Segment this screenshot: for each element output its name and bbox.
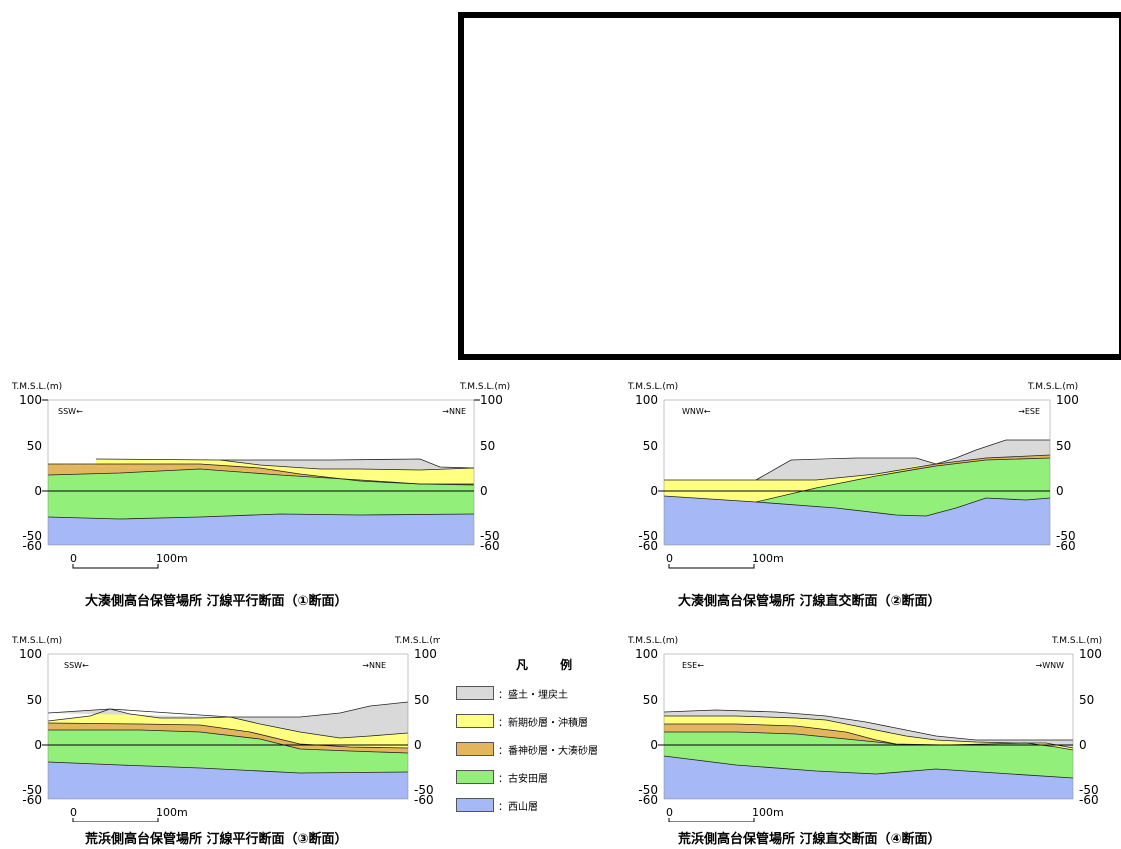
tick-50-left: 50	[643, 439, 658, 453]
tick-minus50-right: -50	[1079, 783, 1099, 797]
tick-0-left: 0	[34, 738, 42, 752]
tick-0-left: 0	[34, 484, 42, 498]
direction-right: →NNE	[442, 407, 466, 416]
section-4-caption: 荒浜側高台保管場所 汀線直交断面（④断面）	[678, 832, 941, 847]
legend-label: ：新期砂層・沖積層	[498, 717, 588, 729]
legend-item: ：番神砂層・大湊砂層	[456, 740, 598, 758]
legend-swatch-bansin	[456, 742, 494, 756]
section-3-panel: T.M.S.L.(m) T.M.S.L.(m) 100 50 0 -50 -60…	[0, 632, 445, 849]
tick-50-right: 50	[480, 439, 495, 453]
legend-title: 凡 例	[516, 658, 587, 672]
blank-image-box	[458, 12, 1121, 360]
tick-minus60-right: -60	[1056, 539, 1076, 553]
section-1-caption: 大湊側高台保管場所 汀線平行断面（①断面）	[85, 594, 348, 609]
right-unit-label: T.M.S.L.(m)	[1027, 382, 1078, 392]
tick-100-left: 100	[635, 393, 658, 407]
tick-0-left: 0	[650, 484, 658, 498]
legend: 凡 例 ：盛土・埋戻土 ：新期砂層・沖積層 ：番神砂層・大湊砂層 ：古安田層 ：…	[456, 656, 616, 826]
tick-0-left: 0	[650, 738, 658, 752]
scale-label: 100m	[752, 806, 784, 819]
direction-right: →NNE	[362, 661, 386, 670]
tick-100-left: 100	[635, 647, 658, 661]
section-1-diagram: T.M.S.L.(m) T.M.S.L.(m) 100 50 0 -50 -60…	[11, 382, 510, 569]
tick-100-left: 100	[19, 647, 42, 661]
right-unit-label: T.M.S.L.(m)	[394, 636, 440, 646]
tick-minus60-right: -60	[480, 539, 500, 553]
tick-minus60-right: -60	[414, 793, 434, 807]
direction-left: SSW←	[64, 661, 89, 670]
direction-left: ESE←	[682, 661, 704, 670]
legend-swatch-furuyasuda	[456, 770, 494, 784]
tick-minus60-left: -60	[638, 793, 658, 807]
left-unit-label: T.M.S.L.(m)	[627, 382, 678, 392]
legend-item: ：古安田層	[456, 768, 548, 786]
tick-50-right: 50	[1056, 439, 1071, 453]
section-4-panel: T.M.S.L.(m) T.M.S.L.(m) 100 50 0 -50 -60…	[616, 632, 1121, 849]
section-2-diagram: T.M.S.L.(m) T.M.S.L.(m) 100 50 0 -50 -60…	[627, 382, 1079, 569]
direction-right: →WNW	[1035, 661, 1064, 670]
tick-minus50-left: -50	[22, 529, 42, 543]
left-unit-label: T.M.S.L.(m)	[627, 636, 678, 646]
tick-minus60-left: -60	[22, 793, 42, 807]
legend-label: ：番神砂層・大湊砂層	[498, 745, 598, 757]
legend-item: ：盛土・埋戻土	[456, 684, 568, 702]
section-2-panel: T.M.S.L.(m) T.M.S.L.(m) 100 50 0 -50 -60…	[616, 378, 1121, 609]
scale-label: 100m	[156, 806, 188, 819]
tick-50-left: 50	[27, 693, 42, 707]
legend-label: ：古安田層	[498, 773, 548, 785]
tick-minus50-right: -50	[414, 783, 434, 797]
scale-label: 100m	[752, 552, 784, 565]
direction-left: SSW←	[58, 407, 83, 416]
tick-0-right: 0	[480, 484, 488, 498]
legend-item: ：新期砂層・沖積層	[456, 712, 588, 730]
tick-50-right: 50	[414, 693, 429, 707]
tick-minus60-left: -60	[22, 539, 42, 553]
tick-50-right: 50	[1079, 693, 1094, 707]
left-unit-label: T.M.S.L.(m)	[11, 382, 62, 392]
tick-100-left: 100	[19, 393, 42, 407]
legend-swatch-fill	[456, 686, 494, 700]
tick-100-right: 100	[480, 393, 503, 407]
tick-100-right: 100	[414, 647, 437, 661]
legend-label: ：盛土・埋戻土	[498, 689, 568, 701]
section-3-caption: 荒浜側高台保管場所 汀線平行断面（③断面）	[85, 832, 348, 847]
scale-zero: 0	[666, 552, 673, 565]
section-4-diagram: T.M.S.L.(m) T.M.S.L.(m) 100 50 0 -50 -60…	[627, 636, 1102, 823]
right-unit-label: T.M.S.L.(m)	[1051, 636, 1102, 646]
tick-0-right: 0	[1079, 738, 1087, 752]
tick-50-left: 50	[643, 693, 658, 707]
tick-0-right: 0	[414, 738, 422, 752]
tick-minus50-left: -50	[638, 529, 658, 543]
section-1-panel: T.M.S.L.(m) T.M.S.L.(m) 100 50 0 -50 -60…	[0, 378, 540, 609]
tick-minus50-right: -50	[480, 529, 500, 543]
tick-minus60-right: -60	[1079, 793, 1099, 807]
legend-swatch-shinki	[456, 714, 494, 728]
direction-left: WNW←	[682, 407, 711, 416]
scale-label: 100m	[156, 552, 188, 565]
scale-zero: 0	[70, 806, 77, 819]
tick-50-left: 50	[27, 439, 42, 453]
legend-label: ：西山層	[498, 801, 538, 813]
scale-zero: 0	[666, 806, 673, 819]
left-unit-label: T.M.S.L.(m)	[11, 636, 62, 646]
right-unit-label: T.M.S.L.(m)	[459, 382, 510, 392]
tick-0-right: 0	[1056, 484, 1064, 498]
tick-100-right: 100	[1079, 647, 1102, 661]
section-2-caption: 大湊側高台保管場所 汀線直交断面（②断面）	[678, 594, 941, 609]
tick-minus50-left: -50	[638, 783, 658, 797]
direction-right: →ESE	[1018, 407, 1040, 416]
legend-item: ：西山層	[456, 796, 538, 814]
tick-minus50-right: -50	[1056, 529, 1076, 543]
legend-swatch-nishiyama	[456, 798, 494, 812]
scale-zero: 0	[70, 552, 77, 565]
section-3-diagram: T.M.S.L.(m) T.M.S.L.(m) 100 50 0 -50 -60…	[11, 636, 445, 823]
tick-minus60-left: -60	[638, 539, 658, 553]
tick-minus50-left: -50	[22, 783, 42, 797]
tick-100-right: 100	[1056, 393, 1079, 407]
